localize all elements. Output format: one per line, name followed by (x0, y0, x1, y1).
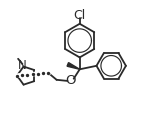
Text: O: O (65, 74, 76, 87)
Text: N: N (18, 59, 27, 72)
Polygon shape (67, 63, 80, 69)
Text: Cl: Cl (74, 9, 86, 22)
